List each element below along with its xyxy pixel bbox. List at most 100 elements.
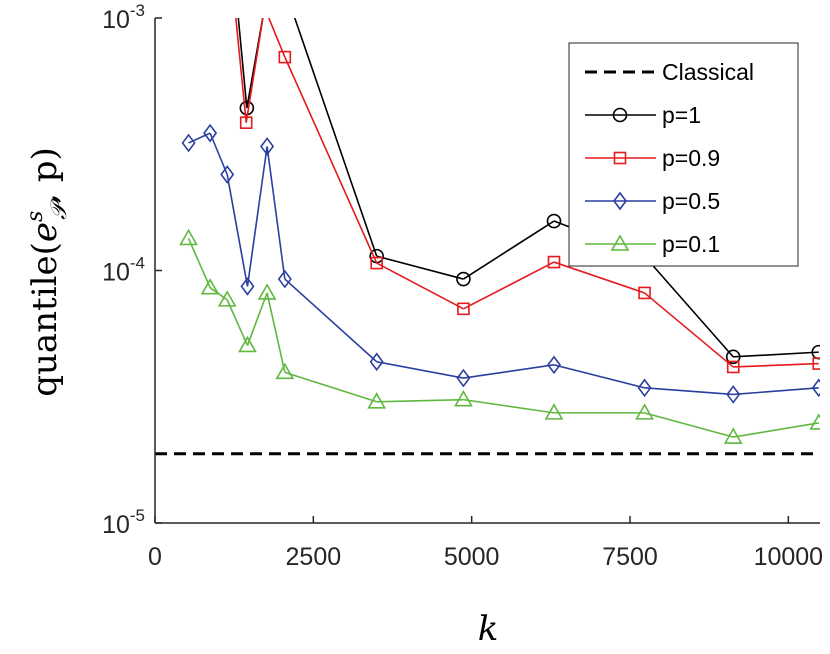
- x-tick-label: 2500: [286, 543, 342, 571]
- series-line-segment: [284, 56, 378, 264]
- data-point-marker: [203, 123, 218, 143]
- series-line-segment: [246, 146, 268, 287]
- data-point-marker: [456, 271, 471, 287]
- series-line-segment: [733, 351, 819, 358]
- x-axis-label: k: [478, 609, 499, 649]
- series-line-segment: [226, 299, 249, 346]
- legend-item: Classical: [585, 59, 754, 85]
- y-ticks: 10-5 10-4 10-3: [102, 1, 162, 539]
- legend: Classical p=1 p=0.9 p=0.5 p=0.1: [568, 42, 799, 267]
- legend-item: p=0.5: [585, 188, 720, 214]
- data-point-marker: [726, 385, 741, 404]
- legend-marker: [610, 234, 630, 251]
- legend-label: p=0.9: [662, 145, 720, 171]
- y-axis-label-sup: s: [23, 211, 48, 222]
- y-axis-label-base: e: [25, 222, 65, 242]
- y-axis-label-prefix: quantile(: [25, 242, 65, 397]
- series-line-segment: [267, 18, 286, 58]
- data-point-marker: [544, 403, 564, 420]
- series-line-segment: [553, 364, 645, 389]
- y-tick-label: 10-5: [102, 506, 145, 539]
- series-p=0.5: [181, 123, 820, 404]
- data-point-marker: [278, 50, 292, 64]
- legend-marker: [613, 191, 627, 211]
- x-ticks: 0 2500 5000 7500 10000: [148, 516, 823, 571]
- data-point-marker: [200, 278, 220, 295]
- series-line-segment: [463, 364, 555, 379]
- data-point-marker: [723, 427, 743, 444]
- series-line-segment: [284, 371, 377, 403]
- series-line-segment: [376, 262, 464, 310]
- y-axis-label: quantile(es𝒫, p): [23, 147, 72, 397]
- data-point-marker: [546, 213, 562, 229]
- data-point-marker: [725, 349, 741, 365]
- series-line-segment: [376, 360, 464, 379]
- data-point-marker: [812, 357, 820, 370]
- series-line-segment: [463, 398, 555, 414]
- legend-marker: [613, 151, 627, 165]
- data-point-marker: [811, 378, 820, 398]
- legend-label: p=1: [662, 102, 701, 128]
- legend-label: p=0.1: [662, 231, 720, 257]
- data-point-marker: [726, 360, 740, 374]
- data-point-marker: [257, 283, 277, 300]
- series-line-segment: [188, 132, 211, 144]
- legend-item: p=0.1: [585, 231, 720, 257]
- legend-marker: [612, 107, 628, 123]
- series-p=0.1: [179, 228, 820, 444]
- y-axis-label-suffix: , p): [25, 147, 65, 204]
- data-point-marker: [635, 403, 654, 420]
- data-point-marker: [260, 137, 275, 156]
- legend-item: p=1: [585, 102, 701, 128]
- legend-label: p=0.5: [662, 188, 720, 214]
- series-line-segment: [226, 174, 249, 287]
- series-line-segment: [733, 362, 819, 368]
- series-line-segment: [237, 18, 248, 109]
- series-line-segment: [266, 292, 286, 373]
- series-line-segment: [209, 132, 228, 175]
- data-point-marker: [637, 378, 652, 398]
- data-point-marker: [454, 390, 473, 407]
- data-point-marker: [275, 362, 295, 380]
- series-line-segment: [644, 412, 734, 438]
- series-line-segment: [644, 292, 734, 368]
- y-tick-label: 10-4: [102, 254, 145, 287]
- data-point-marker: [638, 286, 651, 300]
- series-line-segment: [733, 422, 819, 438]
- data-point-marker: [367, 392, 387, 409]
- x-tick-label: 5000: [444, 543, 500, 571]
- series-line-segment: [284, 278, 378, 363]
- series-line-segment: [187, 238, 211, 288]
- data-point-marker: [238, 335, 257, 353]
- data-point-marker: [277, 269, 292, 289]
- data-point-marker: [179, 228, 198, 246]
- x-tick-label: 10000: [754, 543, 824, 571]
- data-point-marker: [456, 368, 471, 388]
- series-line-segment: [733, 387, 819, 396]
- data-point-marker: [370, 256, 383, 270]
- series-line-segment: [463, 220, 555, 280]
- series-line-segment: [644, 387, 734, 396]
- x-tick-label: 0: [148, 543, 162, 571]
- data-point-marker: [547, 355, 561, 375]
- series-line-segment: [266, 146, 286, 280]
- legend-items: Classical p=1 p=0.9 p=0.5 p=0.1: [585, 59, 754, 257]
- series-line-segment: [643, 255, 734, 358]
- data-point-marker: [181, 133, 196, 153]
- y-tick-label: 10-3: [102, 1, 145, 34]
- data-point-marker: [457, 302, 470, 316]
- data-point-marker: [369, 352, 384, 372]
- series-line-segment: [376, 255, 464, 280]
- legend-box: [568, 42, 799, 267]
- data-point-marker: [217, 290, 237, 307]
- series-line-segment: [553, 261, 645, 294]
- series-line-segment: [293, 18, 378, 257]
- data-point-marker: [547, 255, 561, 269]
- series-line-segment: [376, 398, 464, 403]
- legend-label: Classical: [662, 59, 754, 85]
- series-line-segment: [463, 261, 555, 310]
- data-point-marker: [220, 165, 235, 184]
- series-line-segment: [246, 292, 268, 346]
- x-tick-label: 7500: [602, 543, 658, 571]
